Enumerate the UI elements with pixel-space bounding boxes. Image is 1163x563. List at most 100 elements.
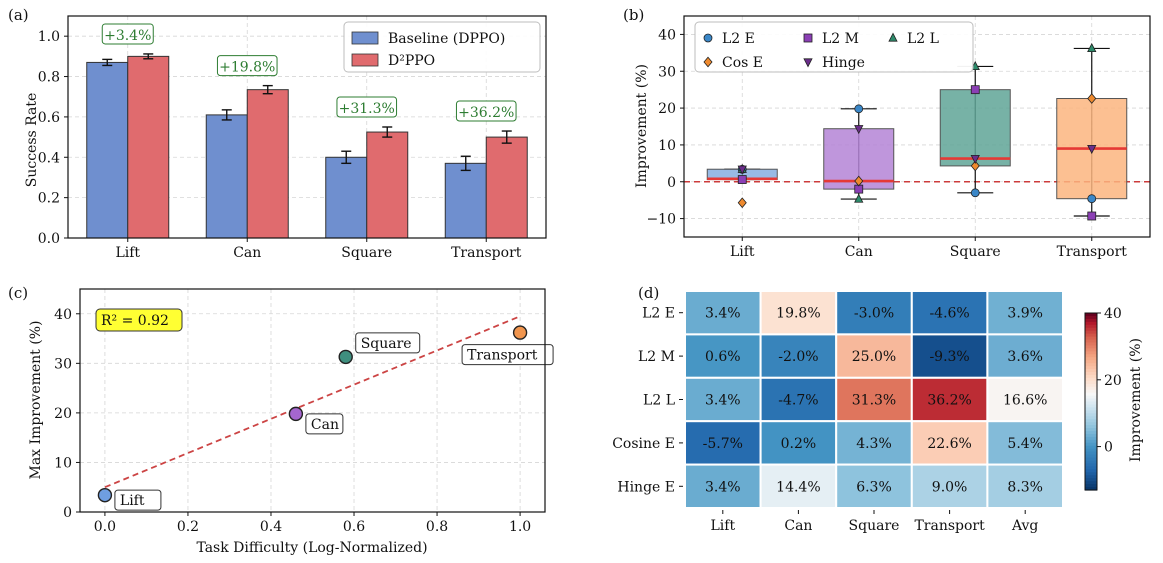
box <box>939 89 1011 167</box>
colorbar-segment <box>1085 487 1097 491</box>
heatmap-cell <box>684 420 762 466</box>
cell-value: 0.2% <box>781 436 817 452</box>
colorbar-segment <box>1085 466 1097 470</box>
colorbar-segment <box>1085 401 1097 406</box>
colorbar-segment <box>1085 428 1097 432</box>
data-point <box>737 165 747 175</box>
x-tick-label: Can <box>845 244 873 260</box>
panel-a-label: (a) <box>8 6 29 24</box>
row-label: L2 L <box>643 393 675 409</box>
heatmap-cell <box>910 376 989 423</box>
colorbar-segment <box>1085 407 1097 411</box>
colorbar-segment <box>1085 339 1097 344</box>
point-label: Can <box>311 417 339 433</box>
colorbar-segment <box>1085 360 1097 364</box>
bar <box>246 89 289 239</box>
heatmap-cell <box>684 333 762 379</box>
plot-frame <box>79 288 546 513</box>
colorbar-segment <box>1085 372 1097 376</box>
colorbar-segment <box>1085 315 1097 320</box>
panel-c-xlabel: Task Difficulty (Log-Normalized) <box>196 540 427 556</box>
y-tick-label: 20 <box>54 406 72 422</box>
colorbar-segment <box>1085 451 1097 456</box>
panel-a-ylabel: Success Rate <box>24 93 40 188</box>
heatmap-cell <box>759 420 838 466</box>
colorbar-segment <box>1085 369 1097 373</box>
column-label: Can <box>784 518 812 534</box>
panel-d-label: (d) <box>638 284 659 302</box>
cell-value: 31.3% <box>852 393 896 409</box>
bar <box>205 114 248 239</box>
y-tick-label: 20 <box>658 101 676 117</box>
heatmap-cell <box>759 290 838 336</box>
panel-b-ylabel: Improvement (%) <box>634 64 650 188</box>
panel-b-label: (b) <box>623 6 644 24</box>
colorbar-segment <box>1085 336 1097 341</box>
cell-value: 14.4% <box>776 479 820 495</box>
colorbar-segment <box>1085 342 1097 347</box>
data-point <box>854 193 864 203</box>
x-tick-label: 1.0 <box>509 519 531 535</box>
cell-value: 16.6% <box>1003 393 1047 409</box>
colorbar-segment <box>1085 386 1097 391</box>
legend-marker <box>888 32 898 42</box>
colorbar-segment <box>1085 330 1097 335</box>
y-tick-label: 10 <box>658 138 676 154</box>
heatmap-cell <box>986 376 1065 423</box>
cell-value: 8.3% <box>1007 479 1043 495</box>
legend-marker <box>803 58 813 68</box>
colorbar-segment <box>1085 377 1097 382</box>
colorbar-segment <box>1085 460 1097 465</box>
legend-label: Hinge <box>822 55 865 71</box>
x-tick-label: 0.6 <box>343 519 365 535</box>
cell-value: 3.9% <box>1007 306 1043 322</box>
heatmap-cell <box>835 376 913 423</box>
bar <box>325 156 368 239</box>
scatter-point <box>288 406 304 422</box>
x-tick-label: 0.0 <box>94 519 116 535</box>
data-point <box>1087 42 1097 53</box>
colorbar-segment <box>1085 351 1097 355</box>
colorbar-tick-label: 40 <box>1104 306 1122 322</box>
bar <box>127 55 170 239</box>
r-squared-box <box>95 308 183 332</box>
colorbar-segment <box>1085 398 1097 403</box>
point-label-box <box>305 413 344 435</box>
improvement-label: +36.2% <box>458 105 514 121</box>
data-point <box>1087 93 1097 104</box>
colorbar-segment <box>1085 318 1097 323</box>
cell-value: 6.3% <box>856 479 892 495</box>
y-tick-label: 0.0 <box>38 231 60 247</box>
legend-marker <box>803 33 813 43</box>
plot-frame <box>683 15 1151 238</box>
cell-value: 5.4% <box>1007 436 1043 452</box>
colorbar-tick-label: 20 <box>1104 373 1122 389</box>
legend-marker <box>703 56 713 68</box>
legend-marker <box>703 33 713 43</box>
heatmap-cell <box>986 420 1065 466</box>
cell-value: -2.0% <box>778 349 818 365</box>
cell-value: -5.7% <box>703 436 743 452</box>
bar <box>485 136 528 239</box>
x-tick-label: Can <box>233 245 261 261</box>
x-tick-label: Square <box>341 245 392 261</box>
data-point <box>854 125 864 135</box>
colorbar-segment <box>1085 313 1097 317</box>
row-label: L2 E <box>642 306 675 322</box>
y-tick-label: 0 <box>667 175 676 191</box>
legend-label: L2 L <box>907 31 939 47</box>
point-label: Square <box>361 336 412 352</box>
cell-value: 22.6% <box>927 436 971 452</box>
data-point <box>970 188 980 198</box>
y-tick-label: 0.2 <box>38 191 60 207</box>
point-label: Lift <box>120 493 145 509</box>
cell-value: 36.2% <box>927 393 971 409</box>
panel-c-ylabel: Max Improvement (%) <box>28 321 44 480</box>
colorbar-segment <box>1085 478 1097 482</box>
y-tick-label: 30 <box>54 356 72 372</box>
y-tick-label: 10 <box>54 455 72 471</box>
x-tick-label: Transport <box>451 245 522 261</box>
legend-label: Baseline (DPPO) <box>388 31 505 47</box>
colorbar-segment <box>1085 333 1097 338</box>
panel-c-label: (c) <box>8 284 28 302</box>
